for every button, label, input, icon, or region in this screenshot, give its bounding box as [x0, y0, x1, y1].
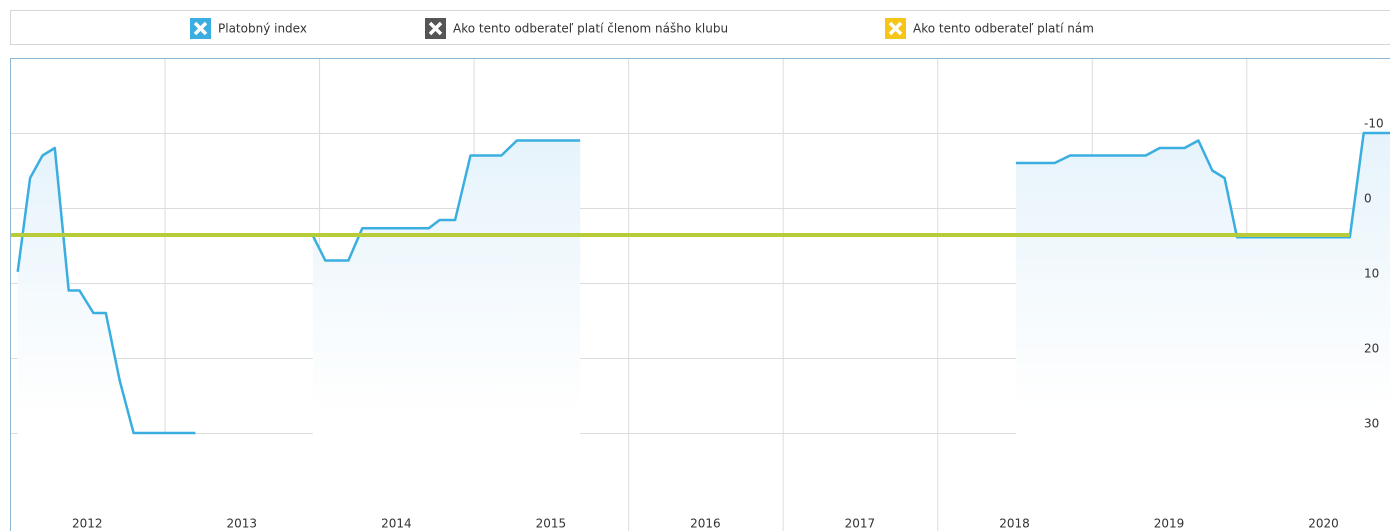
legend-label: Ako tento odberateľ platí členom nášho k… [453, 22, 728, 36]
legend-icon-x [428, 21, 443, 36]
line [16, 146, 196, 435]
x-tick-label: 2020 [1308, 517, 1339, 531]
legend-item[interactable]: Ako tento odberateľ platí nám [885, 18, 1094, 39]
legend-icon-x [193, 21, 208, 36]
x-tick-label: 2016 [690, 517, 721, 531]
area [1016, 133, 1390, 531]
legend-item[interactable]: Platobný index [190, 18, 307, 39]
x-tick-label: 2012 [72, 517, 103, 531]
x-tick-label: 2013 [227, 517, 258, 531]
line [1016, 131, 1390, 239]
y-tick-label: 0 [1364, 192, 1372, 206]
legend: Platobný index Ako tento odberateľ platí … [190, 18, 1094, 39]
y-tick-label: 20 [1364, 342, 1379, 356]
y-tick-label: 10 [1364, 267, 1379, 281]
y-tick-label: -10 [1364, 117, 1384, 131]
legend-label: Platobný index [218, 22, 307, 36]
x-tick-label: 2014 [381, 517, 412, 531]
x-tick-label: 2015 [536, 517, 567, 531]
legend-label: Ako tento odberateľ platí nám [913, 22, 1094, 36]
x-tick-label: 2019 [1154, 517, 1185, 531]
legend-box [10, 10, 1390, 45]
plot [10, 58, 1390, 531]
x-tick-label: 2017 [845, 517, 876, 531]
area [312, 140, 581, 531]
x-tick-label: 2018 [999, 517, 1030, 531]
legend-icon-x [888, 21, 903, 36]
area [17, 148, 196, 531]
line [311, 139, 581, 262]
legend-item[interactable]: Ako tento odberateľ platí členom nášho k… [425, 18, 728, 39]
y-tick-label: 30 [1364, 417, 1379, 431]
